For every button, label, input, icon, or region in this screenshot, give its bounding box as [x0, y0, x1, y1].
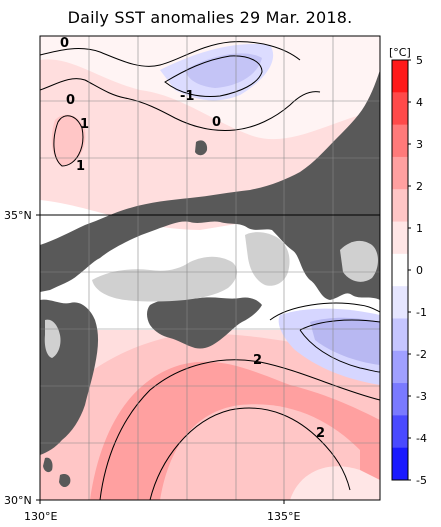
colorbar-swatch — [392, 253, 408, 287]
contour-zero-east — [269, 302, 380, 321]
contour-minus-one — [164, 55, 263, 97]
contour-zero-mid — [40, 78, 321, 131]
land-light-b — [245, 232, 290, 286]
colorbar-swatch — [392, 350, 408, 384]
map-field: 0 0 -1 0 1 1 2 2 — [40, 36, 380, 500]
contour-label: -1 — [180, 89, 194, 104]
colorbar-swatch — [392, 60, 408, 93]
contour-label: 2 — [253, 353, 262, 368]
colorbar-swatch — [392, 318, 408, 352]
lat-label: 35°N — [4, 209, 32, 222]
lon-label: 130°E — [24, 510, 57, 523]
land-honshu — [40, 70, 380, 300]
island-north — [195, 140, 208, 156]
colorbar-swatch — [392, 383, 408, 416]
contour-plus-one-loop — [53, 115, 84, 167]
colorbar-swatch — [392, 189, 408, 223]
colorbar-tick-label: -4 — [416, 432, 427, 445]
colorbar-swatch — [392, 124, 408, 158]
colorbar-unit: [°C] — [389, 46, 411, 59]
sea-cool-core — [185, 53, 262, 88]
sea-warm-patch — [290, 466, 380, 500]
island-kyushu-south — [59, 473, 71, 488]
colorbar-tick-label: 1 — [416, 222, 423, 235]
grid-lines — [40, 36, 380, 500]
contour-plus-two-inner — [149, 407, 351, 500]
colorbar-swatch — [392, 92, 408, 126]
map-frame — [39, 35, 381, 501]
contour-zero-north — [40, 41, 301, 67]
sea-warm-north-patch — [51, 114, 86, 166]
lon-label: 135°E — [267, 510, 300, 523]
colorbar-tick-label: -5 — [416, 474, 427, 487]
colorbar-tick-label: 3 — [416, 138, 423, 151]
colorbar-swatch — [392, 447, 408, 481]
colorbar-ticks: 5 4 3 2 1 0 -1 -2 -3 -4 -5 — [408, 54, 427, 487]
colorbar-tick-label: 4 — [416, 96, 423, 109]
colorbar-swatch — [392, 156, 408, 190]
contour-label-group: 0 0 -1 0 1 1 2 2 — [60, 36, 325, 441]
contour-label: 0 — [60, 36, 69, 51]
colorbar-swatch — [392, 415, 408, 449]
colorbar-tick-label: -3 — [416, 390, 427, 403]
colorbar-swatch — [392, 221, 408, 255]
colorbar-tick-label: 2 — [416, 180, 423, 193]
contour-label: 0 — [212, 115, 221, 130]
colorbar-tick-label: -1 — [416, 306, 427, 319]
colorbar-tick-label: 5 — [416, 54, 423, 67]
contour-minus-one-east — [299, 319, 380, 373]
land-shikoku — [147, 297, 262, 349]
sea-cool-east-core — [310, 317, 380, 365]
contour-label: 1 — [76, 159, 85, 174]
colorbar — [391, 59, 409, 481]
colorbar-tick-label: 0 — [416, 264, 423, 277]
land-light-a — [92, 256, 237, 302]
colorbar-swatch — [392, 286, 408, 319]
land-light-d — [340, 240, 378, 282]
colorbar-tick-label: -2 — [416, 348, 427, 361]
contour-label: 1 — [80, 117, 89, 132]
contour-label: 2 — [316, 426, 325, 441]
lat-label: 30°N — [4, 494, 32, 507]
map-title: Daily SST anomalies 29 Mar. 2018. — [67, 8, 353, 27]
island-tanegashima — [43, 457, 53, 473]
contour-label: 0 — [66, 93, 75, 108]
axis-ticks — [36, 214, 285, 504]
